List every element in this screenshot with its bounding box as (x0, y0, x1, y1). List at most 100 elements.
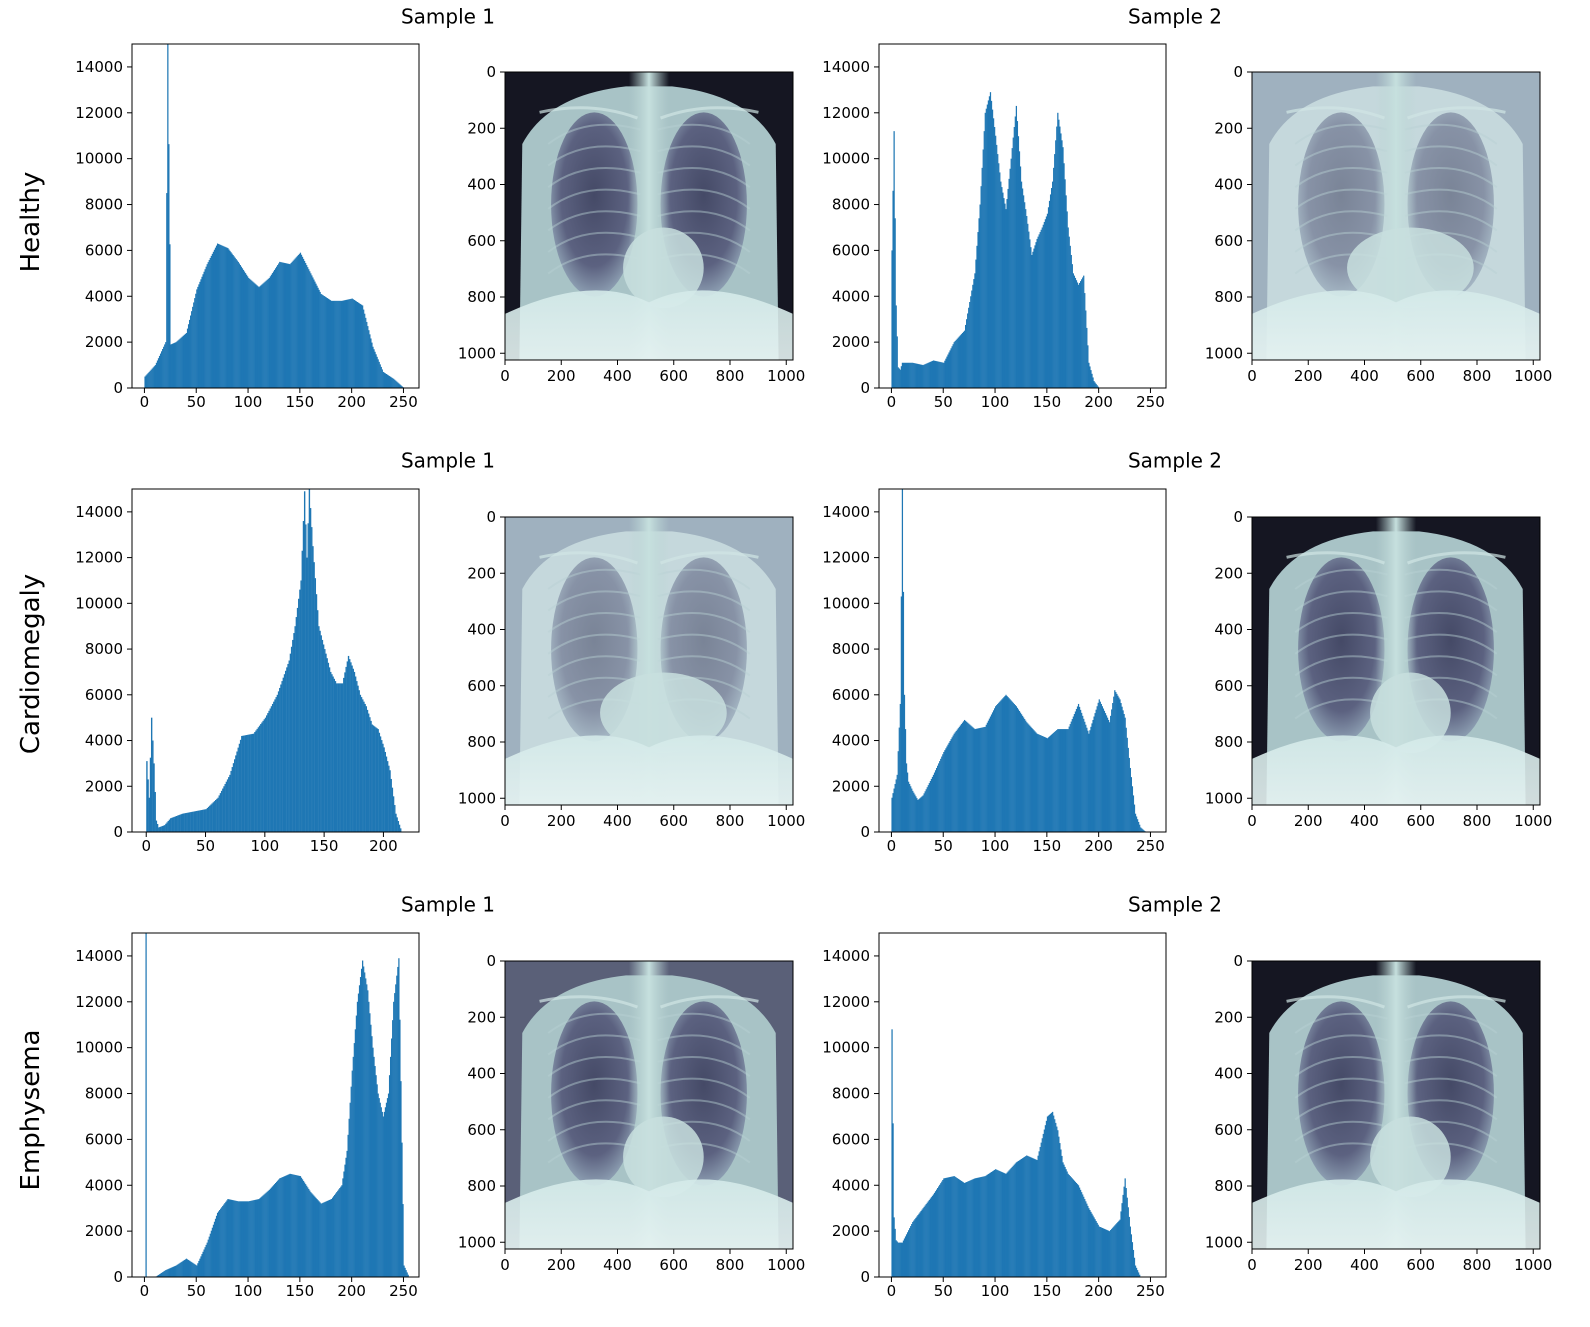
histogram-bar (1078, 282, 1081, 388)
histogram-bar (987, 720, 990, 832)
histogram-bar (999, 172, 1001, 388)
histogram-bar (341, 1185, 343, 1277)
abdomen (1252, 290, 1540, 360)
histogram-bar (179, 1262, 181, 1277)
y-tick-label: 6000 (85, 1130, 123, 1148)
histogram-bar (219, 244, 221, 388)
histogram-bar (156, 823, 159, 832)
histogram-bar (357, 993, 360, 1277)
histogram-bar (364, 703, 366, 832)
histogram-bar (1007, 697, 1009, 832)
y-tick-label: 0 (113, 823, 123, 841)
histogram-bar (394, 805, 396, 832)
histogram-bar (1058, 1136, 1060, 1277)
histogram-bar (892, 190, 894, 388)
y-tick-label: 4000 (85, 1176, 123, 1194)
histogram-bar (356, 1001, 359, 1277)
histogram-bar (1053, 1115, 1055, 1277)
histogram-bar (150, 369, 152, 388)
histogram-bar (989, 92, 992, 388)
histogram-bar (184, 813, 186, 832)
histogram-bar (921, 796, 923, 832)
histogram-bar (318, 626, 320, 832)
histogram-bar (356, 681, 358, 832)
y-tick-label: 10000 (75, 150, 123, 168)
histogram-bar (171, 1267, 173, 1277)
histogram-bar (900, 1242, 902, 1277)
histogram-bar (261, 722, 263, 832)
histogram-bar (964, 720, 967, 832)
histogram-bar (320, 293, 322, 388)
histogram-bar (232, 763, 235, 832)
histogram-bar (990, 1171, 993, 1277)
histogram-bar (963, 719, 966, 832)
histogram-bar (242, 269, 245, 388)
histogram-bar (188, 319, 191, 388)
histogram-bar (242, 1201, 245, 1277)
histogram-bar (176, 341, 178, 388)
histogram-bar (966, 1182, 968, 1277)
histogram-bar (1114, 1225, 1116, 1277)
histogram-bar (1088, 733, 1090, 832)
histogram-bar (1032, 251, 1034, 388)
histogram-bar (399, 384, 401, 388)
histogram-bar (315, 594, 318, 832)
histogram-bar (178, 815, 180, 832)
histogram-bar (904, 1236, 907, 1277)
histogram-bar (335, 683, 338, 832)
histogram-bar (209, 805, 211, 832)
histogram-bar (384, 751, 386, 832)
histogram-bar (391, 377, 393, 388)
histogram-bar (333, 1196, 335, 1277)
spine (1375, 72, 1417, 360)
histogram-bar (273, 701, 275, 832)
histogram-bar (337, 300, 339, 388)
x-tick-label: 600 (659, 367, 688, 385)
histogram-bar (262, 1195, 264, 1277)
histogram-bar (182, 813, 185, 832)
histogram-bar (242, 735, 244, 832)
histogram-bar (1088, 1208, 1090, 1277)
histogram-bar (1052, 1111, 1054, 1277)
histogram-bar (153, 763, 155, 832)
spine (1375, 961, 1417, 1249)
histogram-bar (1120, 703, 1122, 832)
histogram-bar (369, 1013, 371, 1277)
histogram-bar (908, 1230, 910, 1277)
histogram-bar (927, 785, 929, 832)
histogram-bar (349, 1102, 351, 1277)
x-tick-label: 0 (887, 1282, 897, 1300)
histogram-bar (342, 1178, 344, 1277)
histogram-bar (1127, 1207, 1129, 1277)
histogram-bar (1041, 1138, 1043, 1277)
histogram-bar (1046, 1116, 1049, 1277)
histogram-bar (942, 362, 944, 388)
histogram-bar (285, 263, 287, 388)
histogram-bar (323, 1202, 325, 1277)
rib (1294, 655, 1388, 677)
histogram-bar (986, 1174, 988, 1277)
histogram-bar (1084, 293, 1086, 388)
histogram-bar (156, 360, 159, 388)
histogram-bar (1080, 281, 1082, 388)
histogram-bar (402, 1204, 404, 1277)
histogram-bar (215, 1215, 218, 1277)
histogram-bar (1039, 232, 1041, 388)
histogram-bar (149, 370, 151, 388)
histogram-bar (913, 1220, 915, 1277)
histogram-bar (1117, 1221, 1119, 1277)
histogram-bar (920, 1210, 922, 1277)
y-tick-label: 6000 (832, 1130, 870, 1148)
histogram-bar (986, 104, 988, 388)
histogram-bar (214, 247, 217, 388)
histogram-bar (933, 360, 936, 388)
histogram-bar (326, 298, 329, 388)
histogram-bar (328, 1199, 331, 1277)
histogram-bar (1050, 188, 1053, 388)
histogram-bar (977, 1177, 979, 1277)
histogram-bar (1126, 1197, 1128, 1277)
histogram-bar (1019, 1159, 1022, 1277)
x-tick-label: 0 (140, 1282, 150, 1300)
rib (1294, 167, 1388, 188)
histogram-bar (909, 1228, 911, 1277)
